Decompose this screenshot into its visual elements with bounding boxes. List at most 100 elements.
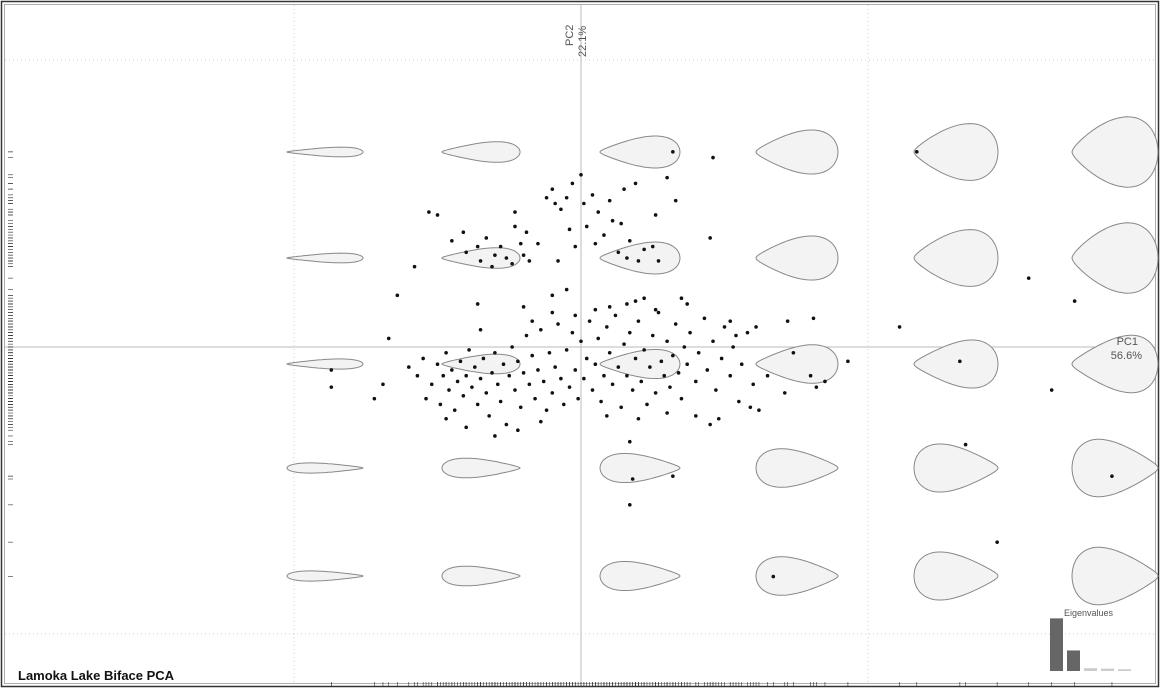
point	[490, 371, 494, 375]
point	[582, 201, 586, 206]
point	[685, 362, 689, 367]
point	[785, 319, 790, 323]
mean-shape	[1071, 438, 1159, 498]
point	[653, 307, 658, 312]
point	[616, 250, 621, 255]
point	[582, 376, 586, 381]
point	[616, 365, 621, 369]
mean-shape	[755, 129, 839, 175]
point	[461, 393, 466, 398]
point	[421, 356, 425, 361]
point	[995, 540, 999, 544]
mean-shape	[913, 123, 999, 181]
point	[467, 348, 471, 352]
morphospace	[286, 116, 1159, 606]
point	[553, 201, 557, 206]
mean-shape	[286, 570, 364, 582]
point	[510, 261, 514, 266]
point	[605, 325, 609, 329]
point	[754, 325, 758, 329]
point	[329, 368, 334, 372]
point	[435, 362, 440, 367]
point	[550, 187, 555, 191]
point	[561, 402, 566, 407]
point	[627, 439, 632, 444]
point	[688, 330, 692, 335]
point	[412, 264, 417, 269]
points	[329, 150, 1114, 579]
point	[607, 350, 612, 355]
point	[610, 218, 615, 223]
mean-shape	[441, 457, 521, 479]
point	[633, 356, 638, 361]
point	[673, 322, 678, 326]
point	[579, 339, 583, 344]
point	[493, 434, 497, 438]
point	[648, 365, 652, 369]
point	[475, 244, 480, 249]
point	[662, 373, 667, 378]
point	[694, 414, 698, 418]
point	[659, 359, 664, 364]
point	[633, 299, 638, 303]
point	[478, 259, 483, 263]
point	[587, 319, 592, 323]
point	[584, 356, 589, 361]
mean-shape	[286, 252, 364, 264]
mean-shape	[441, 565, 521, 587]
mean-shape	[599, 135, 681, 169]
mean-shape	[599, 241, 681, 275]
point	[473, 365, 477, 369]
point	[450, 239, 454, 243]
point	[596, 210, 601, 214]
mean-shape	[913, 229, 999, 287]
point	[550, 293, 555, 298]
point	[559, 207, 563, 212]
mean-shape	[913, 551, 999, 601]
point	[679, 396, 684, 401]
point	[584, 224, 589, 229]
point	[1049, 388, 1054, 392]
point	[673, 198, 678, 203]
point	[444, 416, 448, 421]
point	[696, 350, 701, 355]
point	[429, 382, 434, 387]
mean-shape	[1071, 334, 1159, 394]
point	[897, 325, 902, 329]
point	[676, 371, 681, 375]
point	[642, 348, 646, 352]
point	[521, 305, 526, 309]
point	[573, 244, 578, 249]
bar	[1118, 669, 1131, 671]
point	[671, 474, 675, 478]
point	[524, 230, 529, 234]
point	[521, 371, 526, 375]
point	[642, 247, 646, 252]
rugs	[8, 151, 1113, 687]
point	[484, 236, 489, 240]
point	[639, 379, 644, 384]
point	[737, 399, 741, 404]
mean-shape	[755, 556, 839, 596]
mean-shape	[441, 141, 521, 163]
point	[438, 402, 443, 407]
point	[636, 416, 641, 421]
point	[478, 327, 483, 332]
point	[507, 373, 512, 378]
point	[619, 221, 623, 226]
point	[530, 353, 535, 358]
point	[559, 376, 563, 381]
point	[596, 336, 601, 341]
mean-shape	[599, 349, 681, 379]
point	[846, 359, 850, 364]
point	[705, 368, 710, 372]
point	[823, 379, 827, 384]
point	[475, 302, 480, 306]
point	[527, 259, 532, 263]
point	[728, 373, 733, 378]
point	[914, 150, 919, 154]
y-axis-label: PC2	[564, 25, 576, 46]
point	[682, 345, 687, 349]
point	[450, 368, 454, 372]
